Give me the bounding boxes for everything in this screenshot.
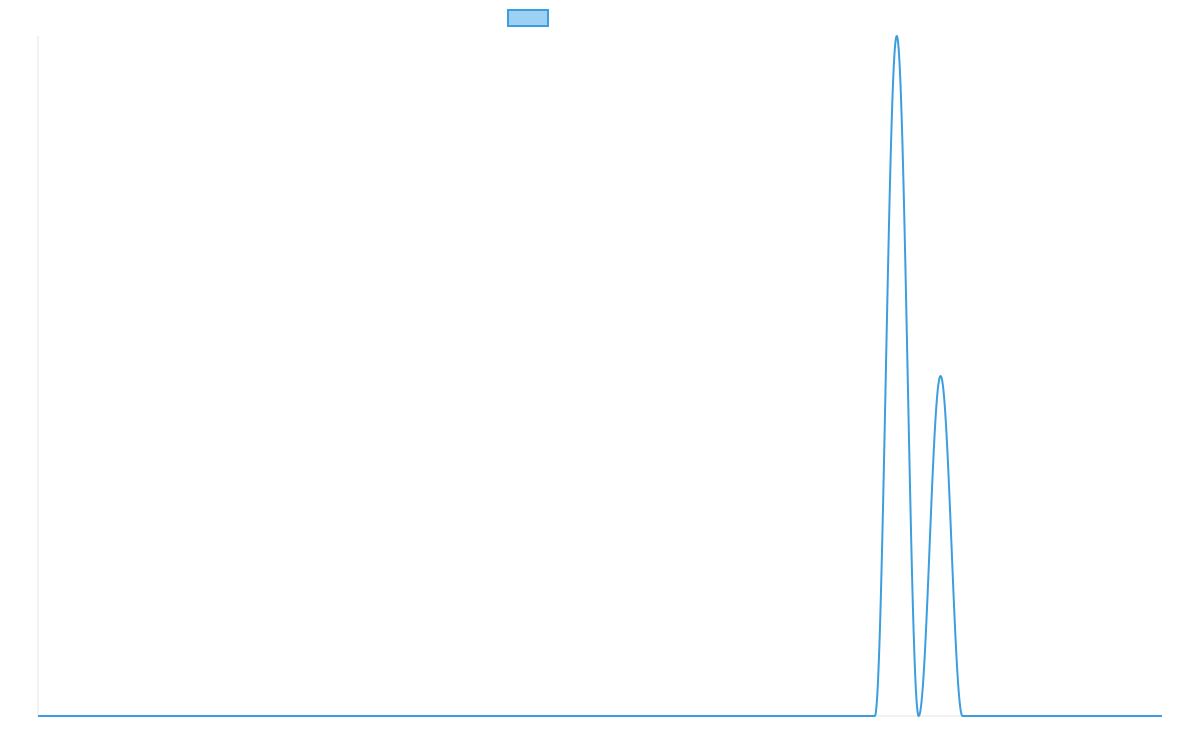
- data-point-0-22[interactable]: [1159, 713, 1165, 719]
- data-point-0-15[interactable]: [933, 387, 939, 393]
- data-point-0-11[interactable]: [916, 713, 922, 719]
- data-point-0-18[interactable]: [947, 461, 953, 467]
- legend-swatch-0[interactable]: [507, 9, 549, 27]
- data-point-0-12[interactable]: [920, 659, 926, 665]
- data-point-0-2[interactable]: [876, 604, 882, 610]
- data-point-0-6[interactable]: [894, 33, 900, 39]
- data-point-0-21[interactable]: [959, 713, 965, 719]
- data-point-0-0[interactable]: [35, 713, 41, 719]
- data-point-0-13[interactable]: [924, 563, 930, 569]
- data-point-0-14[interactable]: [929, 461, 935, 467]
- data-point-0-4[interactable]: [885, 203, 891, 209]
- data-point-0-1[interactable]: [872, 713, 878, 719]
- legend: [507, 9, 549, 27]
- data-point-0-20[interactable]: [956, 659, 962, 665]
- series-layer: [35, 33, 1165, 719]
- data-point-0-3[interactable]: [880, 414, 886, 420]
- data-point-0-16[interactable]: [938, 373, 944, 379]
- data-point-0-7[interactable]: [898, 60, 904, 66]
- data-point-0-5[interactable]: [889, 60, 895, 66]
- data-point-0-9[interactable]: [907, 414, 913, 420]
- data-point-0-17[interactable]: [942, 387, 948, 393]
- data-point-0-10[interactable]: [912, 604, 918, 610]
- data-point-0-8[interactable]: [903, 203, 909, 209]
- series-line-0: [37, 35, 1163, 717]
- axes: [37, 36, 1162, 717]
- data-point-0-19[interactable]: [951, 563, 957, 569]
